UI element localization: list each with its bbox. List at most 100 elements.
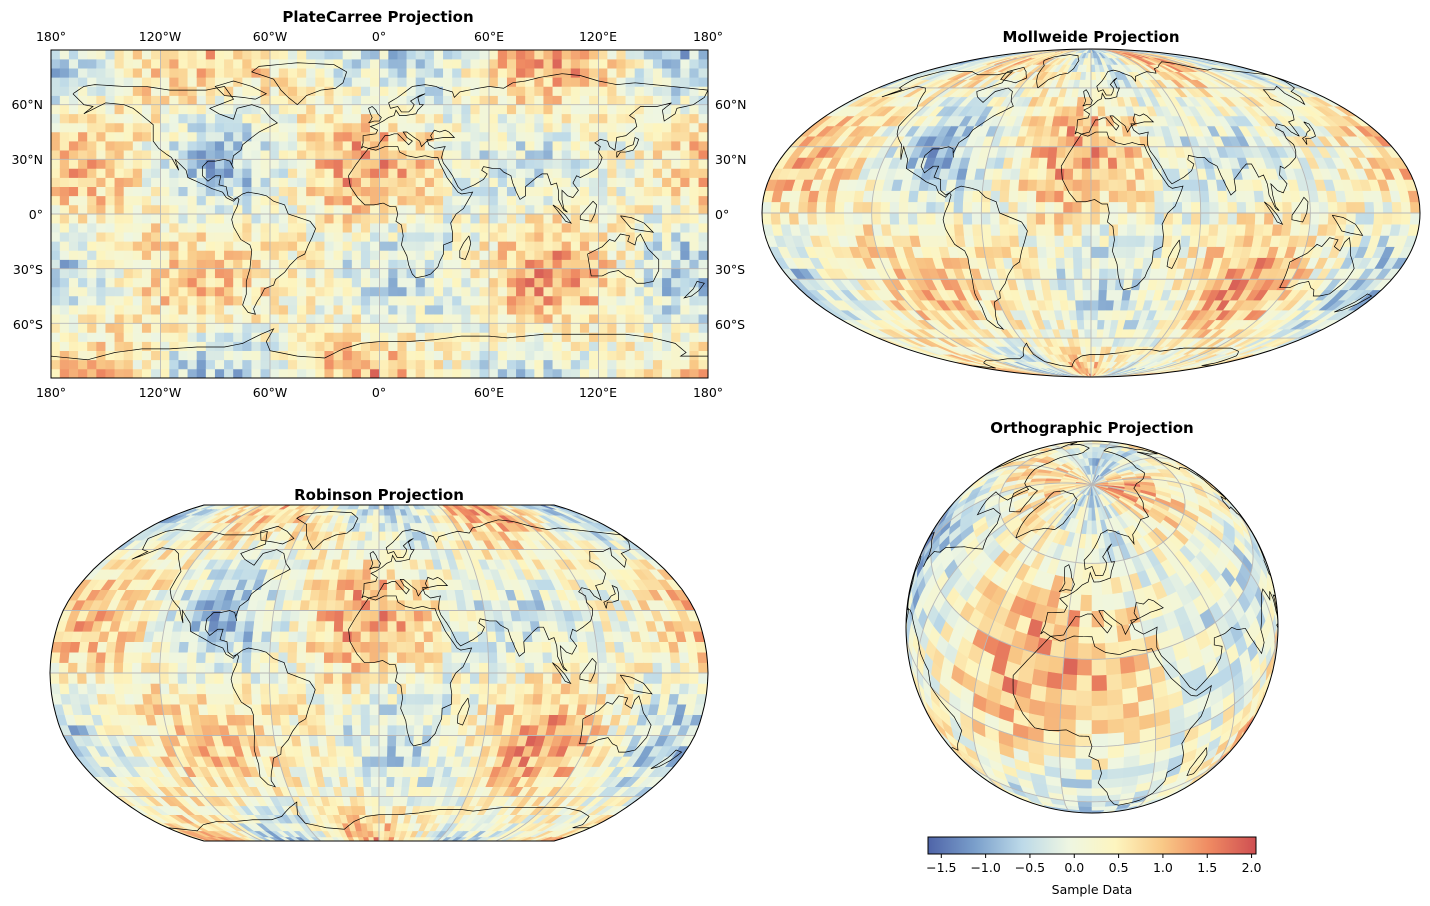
data-cell: [1163, 201, 1174, 214]
data-cell: [890, 223, 902, 236]
data-cell: [96, 323, 107, 333]
data-cell: [51, 131, 61, 142]
data-cell: [1082, 278, 1092, 291]
data-cell: [497, 104, 508, 115]
lon-label: 120°W: [139, 385, 181, 400]
data-cell: [689, 222, 700, 233]
data-cell: [488, 95, 499, 105]
data-cell: [287, 50, 298, 60]
data-cell: [1125, 157, 1136, 169]
data-cell: [452, 104, 462, 115]
data-cell: [151, 231, 161, 242]
data-cell: [1126, 235, 1137, 247]
data-cell: [59, 241, 70, 251]
data-cell: [479, 104, 490, 115]
data-cell: [1318, 201, 1329, 214]
data-cell: [698, 277, 708, 288]
data-cell: [278, 277, 289, 288]
data-cell: [1008, 201, 1019, 214]
data-cell: [543, 368, 554, 378]
data-cell: [433, 277, 444, 288]
data-cell: [132, 323, 143, 333]
lat-label: 30°N: [11, 152, 43, 167]
data-cell: [96, 241, 107, 251]
data-cell: [78, 77, 88, 87]
data-cell: [625, 250, 636, 260]
data-cell: [287, 277, 298, 288]
data-cell: [214, 122, 225, 133]
data-cell: [461, 58, 472, 69]
data-cell: [96, 195, 107, 206]
data-cell: [470, 159, 481, 169]
data-cell: [397, 195, 408, 206]
data-cell: [397, 104, 408, 115]
data-cell: [662, 259, 672, 269]
data-cell: [68, 250, 79, 260]
data-cell: [1072, 223, 1083, 236]
data-cell: [251, 277, 262, 288]
data-cell: [479, 113, 490, 124]
data-cell: [497, 67, 508, 78]
data-cell: [306, 204, 316, 215]
data-cell: [1017, 190, 1028, 203]
data-cell: [169, 204, 180, 215]
data-cell: [671, 213, 681, 224]
data-cell: [224, 268, 234, 279]
data-cell: [516, 104, 526, 115]
data-cell: [534, 168, 545, 178]
data-cell: [698, 122, 708, 133]
data-cell: [589, 341, 599, 351]
data-cell: [306, 113, 316, 124]
data-cell: [178, 186, 189, 197]
data-cell: [689, 159, 700, 169]
data-cell: [160, 259, 170, 269]
data-cell: [297, 86, 307, 96]
data-cell: [333, 323, 344, 333]
data-cell: [652, 304, 663, 315]
data-cell: [388, 58, 399, 69]
data-cell: [1280, 223, 1292, 236]
data-cell: [607, 332, 618, 342]
data-cell: [1048, 135, 1060, 148]
data-cell: [1039, 268, 1050, 280]
data-cell: [470, 213, 481, 224]
data-cell: [287, 286, 298, 297]
data-cell: [196, 304, 207, 315]
data-cell: [132, 231, 143, 242]
data-cell: [452, 50, 462, 60]
data-cell: [579, 350, 590, 361]
data-cell: [516, 250, 526, 260]
data-cell: [397, 186, 408, 197]
data-cell: [114, 195, 125, 206]
data-cell: [443, 350, 453, 361]
data-cell: [1108, 168, 1119, 180]
data-cell: [543, 323, 554, 333]
data-cell: [1318, 212, 1329, 225]
data-cell: [680, 368, 691, 378]
data-cell: [424, 86, 435, 96]
data-cell: [360, 122, 371, 133]
data-cell: [278, 140, 289, 151]
data-cell: [242, 140, 253, 151]
data-cell: [351, 67, 362, 78]
data-cell: [242, 204, 253, 215]
data-cell: [187, 104, 198, 115]
data-cell: [680, 149, 691, 160]
data-cell: [169, 122, 180, 133]
data-cell: [516, 323, 526, 333]
data-cell: [169, 186, 180, 197]
data-cell: [689, 122, 700, 133]
data-cell: [1026, 223, 1037, 236]
data-cell: [525, 368, 535, 378]
data-cell: [233, 313, 243, 324]
data-cell: [324, 159, 335, 169]
data-cell: [525, 286, 535, 297]
data-cell: [1236, 212, 1247, 225]
data-cell: [87, 113, 97, 124]
data-cell: [360, 259, 371, 269]
data-cell: [251, 286, 262, 297]
data-cell: [443, 286, 453, 297]
data-cell: [105, 350, 116, 361]
data-cell: [78, 241, 88, 251]
data-cell: [625, 359, 636, 370]
